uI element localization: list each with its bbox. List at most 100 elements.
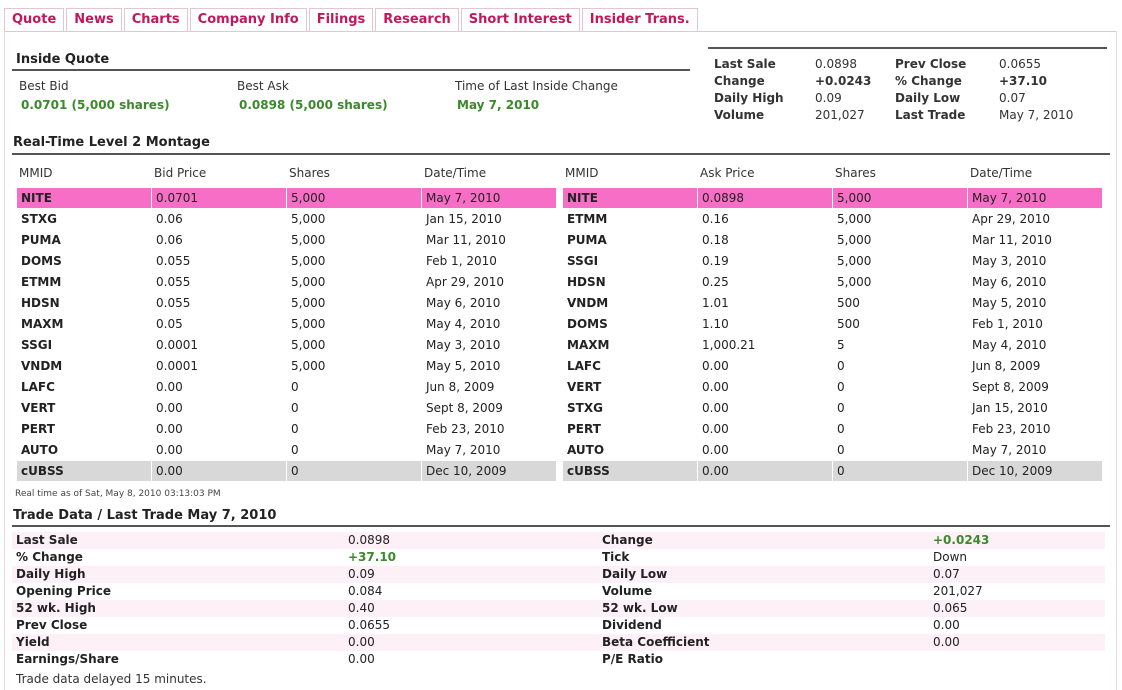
- ask-price-cell: 0.00: [702, 443, 729, 457]
- bid-datetime-cell: Feb 23, 2010: [426, 422, 505, 436]
- bid-shares-cell: 0: [291, 380, 299, 394]
- frame-border-right: [1116, 31, 1117, 690]
- summary-rule: [708, 47, 1107, 49]
- ask-header-mmid: MMID: [565, 166, 599, 180]
- trade-right-value: 201,027: [933, 584, 983, 598]
- bid-mmid-cell: VERT: [21, 401, 56, 415]
- trade-left-label: Yield: [16, 635, 50, 649]
- tab-charts[interactable]: Charts: [123, 8, 188, 32]
- ask-shares-cell: 0: [837, 443, 845, 457]
- ask-datetime-cell: Feb 23, 2010: [972, 422, 1051, 436]
- trade-data-row: Yield 0.00 Beta Coefficient 0.00: [12, 634, 1105, 651]
- montage-rule: [12, 153, 1110, 155]
- ask-datetime-cell: May 7, 2010: [972, 443, 1047, 457]
- tab-underline: [4, 31, 1117, 32]
- trade-data-rule: [12, 525, 1110, 527]
- ask-header-shares: Shares: [835, 166, 876, 180]
- summary-label: Last Sale: [714, 57, 776, 71]
- ask-mmid-cell: cUBSS: [563, 461, 697, 481]
- bid-shares-cell: 5,000: [291, 338, 326, 352]
- tab-company-info[interactable]: Company Info: [189, 8, 307, 32]
- bid-price-cell: 0.055: [156, 296, 191, 310]
- bid-shares-cell: 5,000: [291, 254, 326, 268]
- bid-shares-cell: 0: [291, 401, 299, 415]
- ask-shares-cell: 500: [837, 317, 860, 331]
- trade-left-value: 0.0898: [348, 533, 390, 547]
- trade-right-label: Change: [602, 533, 653, 547]
- bid-datetime-cell: Sept 8, 2009: [426, 401, 503, 415]
- ask-mmid-cell: SSGI: [567, 254, 599, 268]
- ask-datetime-cell: Mar 11, 2010: [972, 233, 1052, 247]
- tab-research[interactable]: Research: [375, 8, 459, 32]
- bid-mmid-cell: ETMM: [21, 275, 62, 289]
- tab-insider-trans[interactable]: Insider Trans.: [581, 8, 698, 32]
- bid-datetime-cell: Apr 29, 2010: [426, 275, 505, 289]
- ask-price-cell: 0.00: [702, 422, 729, 436]
- ask-mmid-cell: HDSN: [567, 275, 606, 289]
- trade-left-label: Prev Close: [16, 618, 88, 632]
- ask-price-cell: 0.25: [702, 275, 729, 289]
- ask-header-price: Ask Price: [700, 166, 755, 180]
- bid-price-cell: 0.05: [156, 317, 183, 331]
- bid-mmid-cell: MAXM: [21, 317, 64, 331]
- bid-price-cell: 0.00: [156, 422, 183, 436]
- bid-shares-cell: 5,000: [291, 317, 326, 331]
- bid-shares-cell: 5,000: [291, 359, 326, 373]
- ask-price-cell: 0.00: [702, 359, 729, 373]
- bid-datetime-cell: May 7, 2010: [426, 443, 501, 457]
- bid-datetime-cell: May 7, 2010: [422, 188, 556, 208]
- bid-mmid-cell: AUTO: [21, 443, 59, 457]
- summary-value: +0.0243: [815, 74, 872, 88]
- bid-mmid-cell: STXG: [21, 212, 57, 226]
- ask-price-cell: 0.19: [702, 254, 729, 268]
- ask-mmid-cell: ETMM: [567, 212, 608, 226]
- summary-value: 0.0898: [815, 57, 857, 71]
- bid-mmid-cell: DOMS: [21, 254, 62, 268]
- summary-label: Last Trade: [895, 108, 966, 122]
- bid-shares-cell: 5,000: [287, 188, 421, 208]
- time-label: Time of Last Inside Change: [455, 79, 618, 93]
- bid-header-price: Bid Price: [154, 166, 207, 180]
- bid-mmid-cell: HDSN: [21, 296, 60, 310]
- ask-datetime-cell: Dec 10, 2009: [968, 461, 1102, 481]
- trade-right-label: Volume: [602, 584, 653, 598]
- trade-data-row: Prev Close 0.0655 Dividend 0.00: [12, 617, 1105, 634]
- tab-bar: Quote News Charts Company Info Filings R…: [4, 8, 700, 32]
- ask-shares-cell: 5,000: [837, 275, 872, 289]
- trade-left-value: 0.40: [348, 601, 375, 615]
- tab-short-interest[interactable]: Short Interest: [460, 8, 580, 32]
- ask-datetime-cell: May 3, 2010: [972, 254, 1047, 268]
- ask-mmid-cell: MAXM: [567, 338, 610, 352]
- bid-datetime-cell: Jun 8, 2009: [426, 380, 495, 394]
- trade-data-row: Daily High 0.09 Daily Low 0.07: [12, 566, 1105, 583]
- ask-shares-cell: 0: [837, 359, 845, 373]
- bid-header-datetime: Date/Time: [424, 166, 487, 180]
- trade-right-label: Beta Coefficient: [602, 635, 710, 649]
- ask-price-cell: 1.10: [702, 317, 729, 331]
- bid-mmid-cell: SSGI: [21, 338, 53, 352]
- ask-shares-cell: 5,000: [833, 188, 967, 208]
- best-ask-value: 0.0898 (5,000 shares): [239, 98, 388, 112]
- best-bid-value: 0.0701 (5,000 shares): [21, 98, 170, 112]
- tab-quote[interactable]: Quote: [4, 8, 65, 32]
- trade-left-label: Earnings/Share: [16, 652, 119, 666]
- tab-news[interactable]: News: [66, 8, 122, 32]
- inside-quote-rule: [12, 69, 690, 71]
- ask-mmid-cell: LAFC: [567, 359, 601, 373]
- bid-datetime-cell: Jan 15, 2010: [426, 212, 502, 226]
- trade-right-value: 0.065: [933, 601, 968, 615]
- ask-shares-cell: 0: [837, 401, 845, 415]
- ask-datetime-cell: Sept 8, 2009: [972, 380, 1049, 394]
- summary-value: 201,027: [815, 108, 865, 122]
- trade-right-value: 0.00: [933, 635, 960, 649]
- montage-title: Real-Time Level 2 Montage: [13, 135, 210, 150]
- ask-shares-cell: 0: [833, 461, 967, 481]
- tab-filings[interactable]: Filings: [308, 8, 374, 32]
- bid-mmid-cell: PERT: [21, 422, 55, 436]
- trade-left-label: Last Sale: [16, 533, 78, 547]
- bid-datetime-cell: May 4, 2010: [426, 317, 501, 331]
- realtime-note: Real time as of Sat, May 8, 2010 03:13:0…: [15, 489, 221, 499]
- ask-mmid-cell: PUMA: [567, 233, 607, 247]
- trade-data-row: 52 wk. High 0.40 52 wk. Low 0.065: [12, 600, 1105, 617]
- ask-header-datetime: Date/Time: [970, 166, 1033, 180]
